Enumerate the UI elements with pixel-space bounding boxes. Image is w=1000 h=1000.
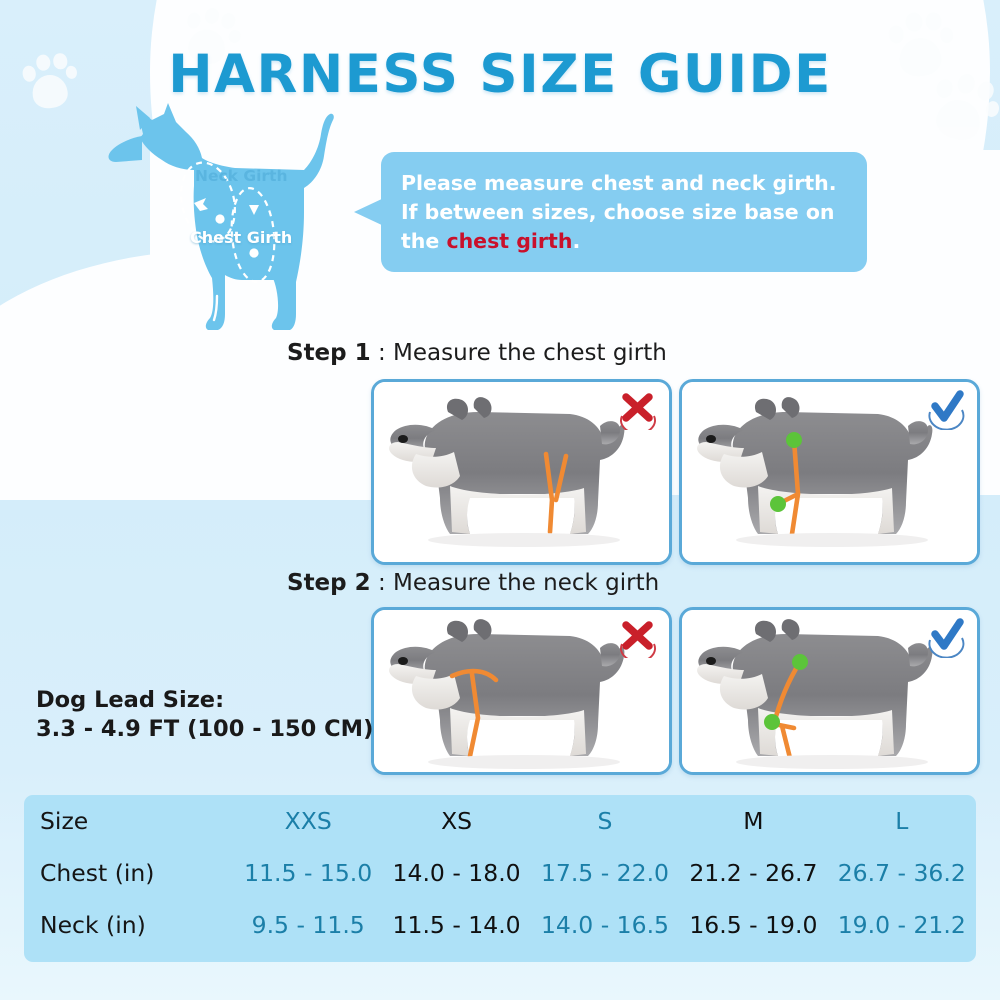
instruction-callout: Please measure chest and neck girth. If … <box>381 152 867 272</box>
measurement-diagram: Neck Girth Chest Girth <box>90 100 420 350</box>
size-col-l: L <box>895 807 909 835</box>
step-1-separator: : <box>370 340 394 366</box>
neck-m: 16.5 - 19.0 <box>689 911 818 939</box>
step-2-separator: : <box>370 570 394 596</box>
callout-accent-text: chest girth <box>446 229 573 253</box>
callout-line-3: the chest girth. <box>401 227 847 256</box>
step-2-incorrect-card[interactable] <box>371 607 672 775</box>
dog-photo-chest-incorrect <box>374 382 669 562</box>
lead-size-label: Dog Lead Size: <box>36 687 225 713</box>
size-table: Size XXS XS S M L Chest (in) 11.5 - 15.0… <box>24 795 976 951</box>
chest-l: 26.7 - 36.2 <box>837 859 966 887</box>
dog-photo-neck-incorrect <box>374 610 669 772</box>
callout-line-3-prefix: the <box>401 229 447 253</box>
checkmark-icon <box>923 616 969 658</box>
size-col-xxs: XXS <box>284 807 332 835</box>
dog-lead-size-note: Dog Lead Size: 3.3 - 4.9 FT (100 - 150 C… <box>36 686 373 744</box>
page-title: HARNESS SIZE GUIDE <box>168 44 832 105</box>
step-2-label: Step 2 <box>287 570 371 596</box>
step-1-text: Measure the chest girth <box>393 340 667 366</box>
speech-bubble-tail <box>354 198 384 226</box>
chest-girth-label: Chest Girth <box>190 228 293 247</box>
row-header-chest: Chest (in) <box>40 859 155 887</box>
chest-m: 21.2 - 26.7 <box>689 859 818 887</box>
dog-photo-chest-correct <box>682 382 977 562</box>
table-row-size: Size XXS XS S M L <box>24 795 976 847</box>
neck-girth-label: Neck Girth <box>195 167 288 185</box>
size-col-m: M <box>743 807 764 835</box>
row-header-neck: Neck (in) <box>40 911 146 939</box>
callout-line-2: If between sizes, choose size base on <box>401 200 835 224</box>
step-1-label: Step 1 <box>287 340 371 366</box>
table-row-neck: Neck (in) 9.5 - 11.5 11.5 - 14.0 14.0 - … <box>24 899 976 951</box>
callout-line-1: Please measure chest and neck girth. <box>401 171 837 195</box>
step-2-correct-card[interactable] <box>679 607 980 775</box>
cross-icon <box>615 616 661 658</box>
table-row-chest: Chest (in) 11.5 - 15.0 14.0 - 18.0 17.5 … <box>24 847 976 899</box>
size-col-s: S <box>597 807 613 835</box>
step-1-heading: Step 1 : Measure the chest girth <box>287 340 667 366</box>
step-1-correct-card[interactable] <box>679 379 980 565</box>
checkmark-icon <box>923 388 969 430</box>
neck-xs: 11.5 - 14.0 <box>392 911 521 939</box>
callout-line-3-suffix: . <box>572 229 581 253</box>
dog-photo-neck-correct <box>682 610 977 772</box>
neck-xxs: 9.5 - 11.5 <box>251 911 365 939</box>
step-1-incorrect-card[interactable] <box>371 379 672 565</box>
cross-icon <box>615 388 661 430</box>
size-col-xs: XS <box>441 807 473 835</box>
chest-xxs: 11.5 - 15.0 <box>244 859 373 887</box>
lead-size-value: 3.3 - 4.9 FT (100 - 150 CM) <box>36 716 374 742</box>
step-2-heading: Step 2 : Measure the neck girth <box>287 570 659 596</box>
row-header-size: Size <box>40 807 89 835</box>
neck-s: 14.0 - 16.5 <box>540 911 670 939</box>
size-chart: Size XXS XS S M L Chest (in) 11.5 - 15.0… <box>24 795 976 962</box>
step-2-text: Measure the neck girth <box>393 570 660 596</box>
chest-s: 17.5 - 22.0 <box>540 859 670 887</box>
neck-l: 19.0 - 21.2 <box>837 911 966 939</box>
chest-xs: 14.0 - 18.0 <box>392 859 521 887</box>
dog-silhouette-icon <box>108 103 334 330</box>
